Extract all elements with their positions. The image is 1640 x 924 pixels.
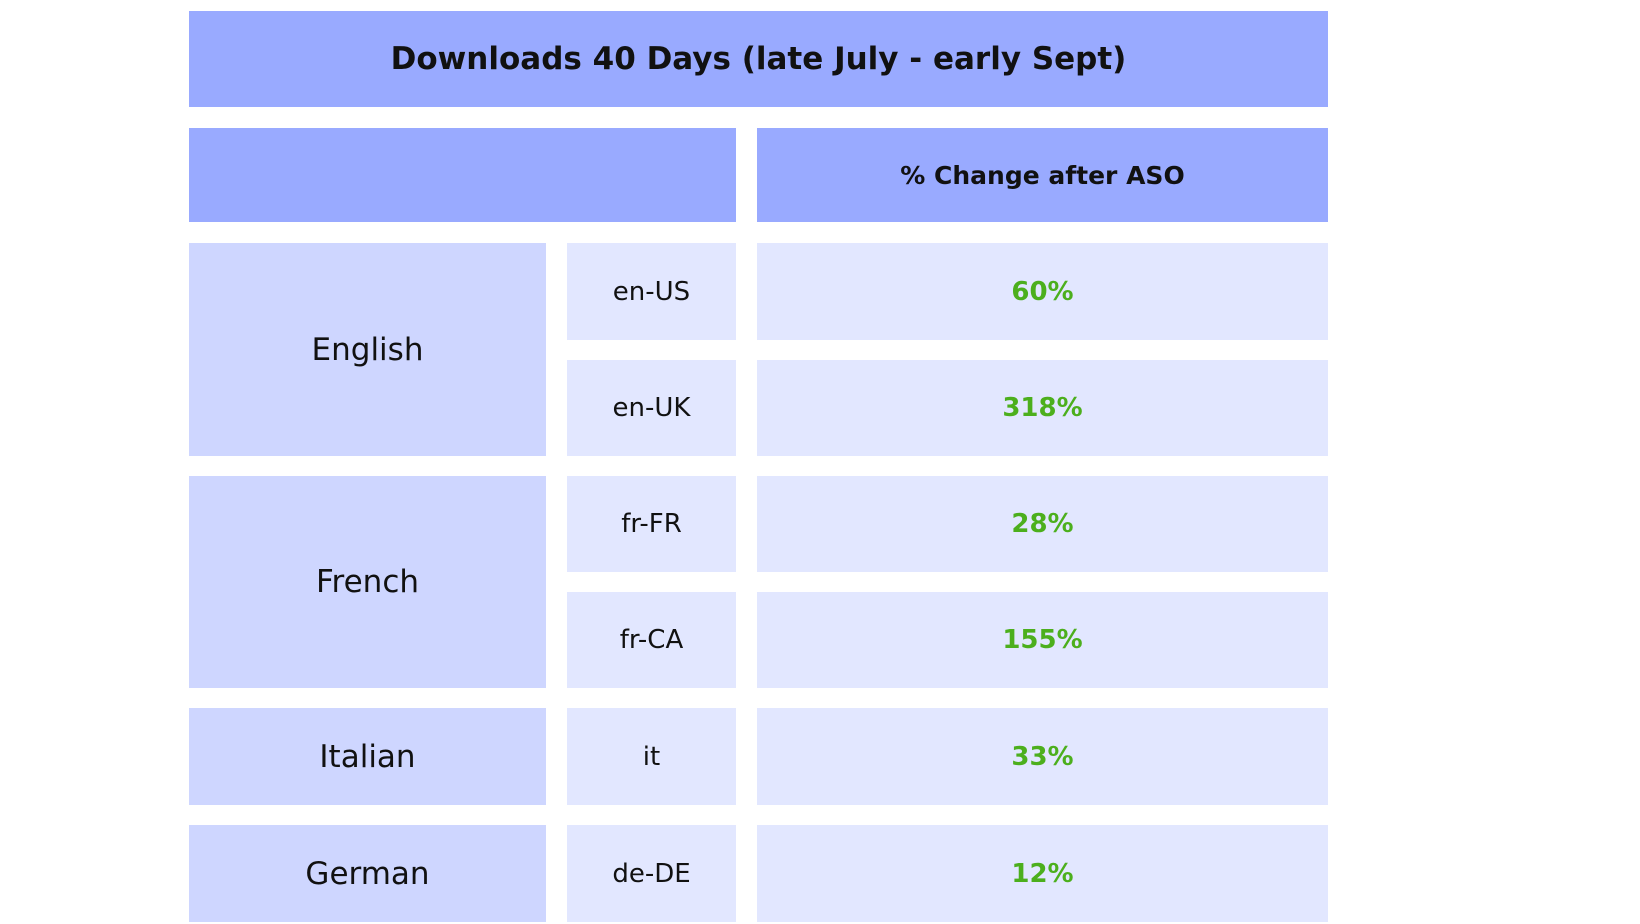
change-fr-fr: 28% (757, 476, 1328, 572)
change-fr-ca: 155% (757, 592, 1328, 688)
language-german: German (189, 825, 546, 922)
header-change-after-aso: % Change after ASO (757, 128, 1328, 222)
language-french: French (189, 476, 546, 688)
change-en-us: 60% (757, 243, 1328, 340)
language-italian: Italian (189, 708, 546, 805)
language-english: English (189, 243, 546, 456)
locale-en-us: en-US (567, 243, 736, 340)
change-it: 33% (757, 708, 1328, 805)
locale-fr-fr: fr-FR (567, 476, 736, 572)
change-en-uk: 318% (757, 360, 1328, 456)
locale-de-de: de-DE (567, 825, 736, 922)
locale-en-uk: en-UK (567, 360, 736, 456)
table-title: Downloads 40 Days (late July - early Sep… (189, 11, 1328, 107)
change-de-de: 12% (757, 825, 1328, 922)
header-blank-cell (189, 128, 736, 222)
locale-it: it (567, 708, 736, 805)
locale-fr-ca: fr-CA (567, 592, 736, 688)
